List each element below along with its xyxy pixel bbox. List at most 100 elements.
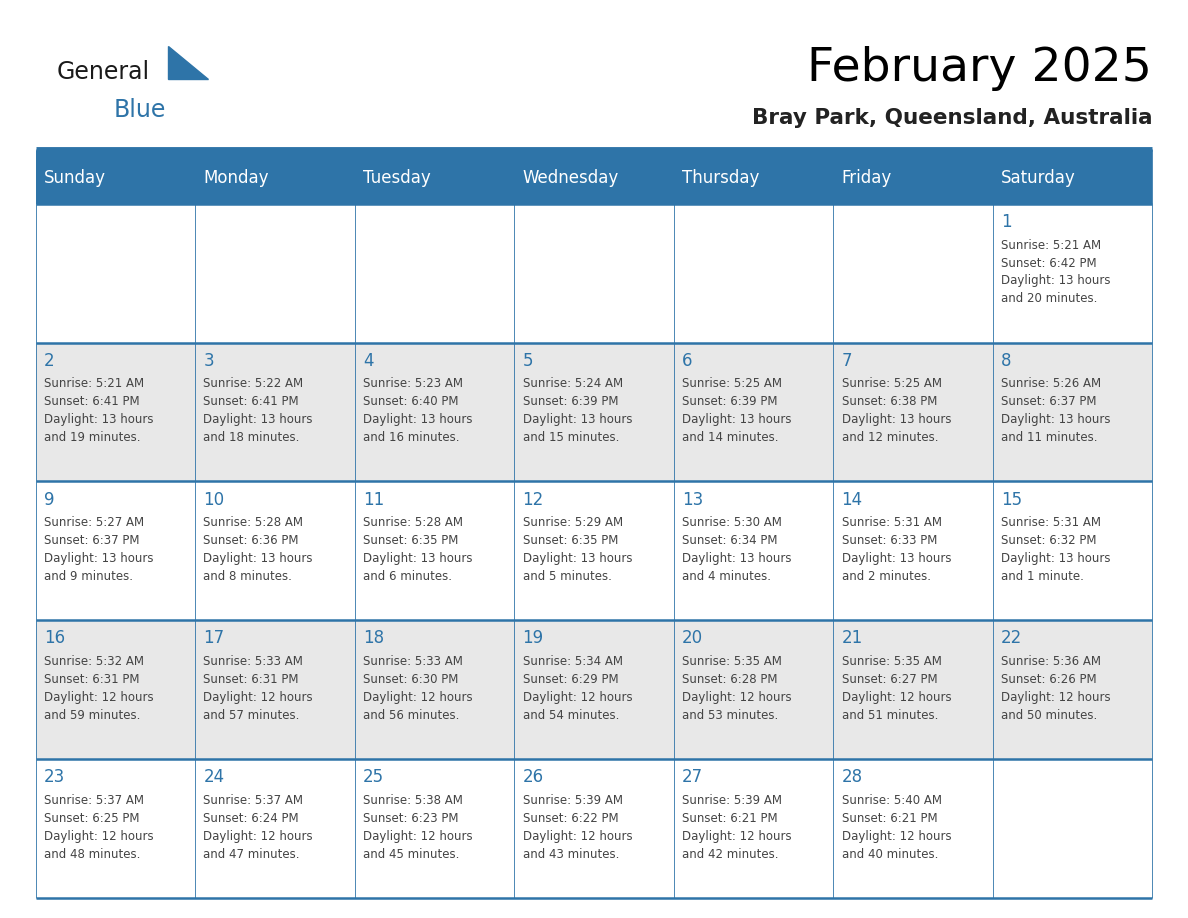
- Text: Sunset: 6:36 PM: Sunset: 6:36 PM: [203, 534, 299, 547]
- Text: and 47 minutes.: and 47 minutes.: [203, 847, 301, 860]
- Text: and 53 minutes.: and 53 minutes.: [682, 709, 778, 722]
- Text: Daylight: 12 hours: Daylight: 12 hours: [203, 830, 314, 843]
- Text: Daylight: 13 hours: Daylight: 13 hours: [841, 552, 952, 565]
- Text: Sunset: 6:23 PM: Sunset: 6:23 PM: [364, 812, 459, 824]
- Bar: [514, 481, 674, 621]
- Text: Sunset: 6:39 PM: Sunset: 6:39 PM: [682, 396, 778, 409]
- Bar: [195, 481, 355, 621]
- Text: and 56 minutes.: and 56 minutes.: [364, 709, 460, 722]
- Bar: [36, 204, 195, 342]
- Bar: [993, 342, 1152, 481]
- Text: Daylight: 13 hours: Daylight: 13 hours: [1001, 552, 1111, 565]
- Text: Daylight: 13 hours: Daylight: 13 hours: [44, 552, 153, 565]
- Text: 10: 10: [203, 490, 225, 509]
- Bar: [993, 481, 1152, 621]
- Text: Sunset: 6:21 PM: Sunset: 6:21 PM: [682, 812, 778, 824]
- Text: and 57 minutes.: and 57 minutes.: [203, 709, 299, 722]
- Bar: [36, 621, 195, 759]
- Text: Daylight: 12 hours: Daylight: 12 hours: [523, 830, 632, 843]
- Text: Daylight: 12 hours: Daylight: 12 hours: [523, 691, 632, 704]
- Bar: [833, 481, 993, 621]
- Text: 5: 5: [523, 352, 533, 370]
- Text: and 18 minutes.: and 18 minutes.: [203, 431, 299, 444]
- Bar: [674, 342, 833, 481]
- Text: Daylight: 13 hours: Daylight: 13 hours: [523, 413, 632, 426]
- Text: 9: 9: [44, 490, 55, 509]
- Text: Sunrise: 5:21 AM: Sunrise: 5:21 AM: [1001, 239, 1101, 252]
- Bar: [833, 621, 993, 759]
- Text: Sunrise: 5:39 AM: Sunrise: 5:39 AM: [682, 794, 782, 807]
- Text: 12: 12: [523, 490, 544, 509]
- Text: Sunrise: 5:28 AM: Sunrise: 5:28 AM: [203, 516, 303, 530]
- Bar: [514, 204, 674, 342]
- Text: and 14 minutes.: and 14 minutes.: [682, 431, 778, 444]
- Text: 22: 22: [1001, 630, 1023, 647]
- Text: Daylight: 13 hours: Daylight: 13 hours: [682, 413, 791, 426]
- Text: Sunset: 6:40 PM: Sunset: 6:40 PM: [364, 396, 459, 409]
- Text: Sunrise: 5:39 AM: Sunrise: 5:39 AM: [523, 794, 623, 807]
- Text: Sunset: 6:26 PM: Sunset: 6:26 PM: [1001, 673, 1097, 686]
- Text: Sunset: 6:42 PM: Sunset: 6:42 PM: [1001, 257, 1097, 270]
- Text: and 48 minutes.: and 48 minutes.: [44, 847, 140, 860]
- Text: 20: 20: [682, 630, 703, 647]
- Text: Daylight: 13 hours: Daylight: 13 hours: [841, 413, 952, 426]
- Text: February 2025: February 2025: [808, 46, 1152, 92]
- Text: Sunrise: 5:33 AM: Sunrise: 5:33 AM: [364, 655, 463, 668]
- Text: Daylight: 13 hours: Daylight: 13 hours: [682, 552, 791, 565]
- Text: Sunset: 6:24 PM: Sunset: 6:24 PM: [203, 812, 299, 824]
- Text: Sunrise: 5:26 AM: Sunrise: 5:26 AM: [1001, 377, 1101, 390]
- Text: and 54 minutes.: and 54 minutes.: [523, 709, 619, 722]
- Bar: [833, 204, 993, 342]
- Text: Sunset: 6:37 PM: Sunset: 6:37 PM: [44, 534, 139, 547]
- Text: and 42 minutes.: and 42 minutes.: [682, 847, 778, 860]
- Text: and 6 minutes.: and 6 minutes.: [364, 570, 451, 583]
- Text: 11: 11: [364, 490, 384, 509]
- Text: Sunrise: 5:36 AM: Sunrise: 5:36 AM: [1001, 655, 1101, 668]
- Text: Sunset: 6:33 PM: Sunset: 6:33 PM: [841, 534, 937, 547]
- Text: Sunset: 6:21 PM: Sunset: 6:21 PM: [841, 812, 937, 824]
- Text: and 2 minutes.: and 2 minutes.: [841, 570, 930, 583]
- Text: Daylight: 12 hours: Daylight: 12 hours: [364, 691, 473, 704]
- Text: Sunrise: 5:25 AM: Sunrise: 5:25 AM: [682, 377, 782, 390]
- Text: Blue: Blue: [114, 98, 166, 122]
- Text: 23: 23: [44, 768, 65, 786]
- Text: Sunset: 6:35 PM: Sunset: 6:35 PM: [364, 534, 459, 547]
- Text: Sunrise: 5:40 AM: Sunrise: 5:40 AM: [841, 794, 942, 807]
- Text: and 8 minutes.: and 8 minutes.: [203, 570, 292, 583]
- Text: Daylight: 13 hours: Daylight: 13 hours: [364, 413, 473, 426]
- Text: Sunrise: 5:22 AM: Sunrise: 5:22 AM: [203, 377, 304, 390]
- Bar: [36, 759, 195, 898]
- Text: 4: 4: [364, 352, 373, 370]
- Bar: [355, 621, 514, 759]
- Text: Sunday: Sunday: [44, 169, 106, 186]
- Text: Sunrise: 5:23 AM: Sunrise: 5:23 AM: [364, 377, 463, 390]
- Text: Sunset: 6:35 PM: Sunset: 6:35 PM: [523, 534, 618, 547]
- Text: Friday: Friday: [841, 169, 892, 186]
- Text: Daylight: 12 hours: Daylight: 12 hours: [841, 830, 952, 843]
- Text: and 4 minutes.: and 4 minutes.: [682, 570, 771, 583]
- Text: and 15 minutes.: and 15 minutes.: [523, 431, 619, 444]
- Text: Tuesday: Tuesday: [364, 169, 431, 186]
- Text: 24: 24: [203, 768, 225, 786]
- Text: 1: 1: [1001, 213, 1012, 231]
- Text: Thursday: Thursday: [682, 169, 759, 186]
- Text: 27: 27: [682, 768, 703, 786]
- Text: General: General: [57, 60, 150, 84]
- Text: Daylight: 12 hours: Daylight: 12 hours: [682, 691, 791, 704]
- Text: Sunrise: 5:37 AM: Sunrise: 5:37 AM: [44, 794, 144, 807]
- Text: Sunrise: 5:38 AM: Sunrise: 5:38 AM: [364, 794, 463, 807]
- Text: and 20 minutes.: and 20 minutes.: [1001, 293, 1098, 306]
- Text: Daylight: 12 hours: Daylight: 12 hours: [682, 830, 791, 843]
- Text: Sunrise: 5:33 AM: Sunrise: 5:33 AM: [203, 655, 303, 668]
- Text: Sunset: 6:38 PM: Sunset: 6:38 PM: [841, 396, 937, 409]
- Text: Daylight: 13 hours: Daylight: 13 hours: [44, 413, 153, 426]
- Text: Sunrise: 5:31 AM: Sunrise: 5:31 AM: [841, 516, 942, 530]
- Text: Sunrise: 5:34 AM: Sunrise: 5:34 AM: [523, 655, 623, 668]
- Text: Sunset: 6:37 PM: Sunset: 6:37 PM: [1001, 396, 1097, 409]
- Text: 17: 17: [203, 630, 225, 647]
- Bar: [514, 759, 674, 898]
- Bar: [993, 204, 1152, 342]
- Bar: [674, 621, 833, 759]
- Text: 6: 6: [682, 352, 693, 370]
- Text: Sunrise: 5:27 AM: Sunrise: 5:27 AM: [44, 516, 144, 530]
